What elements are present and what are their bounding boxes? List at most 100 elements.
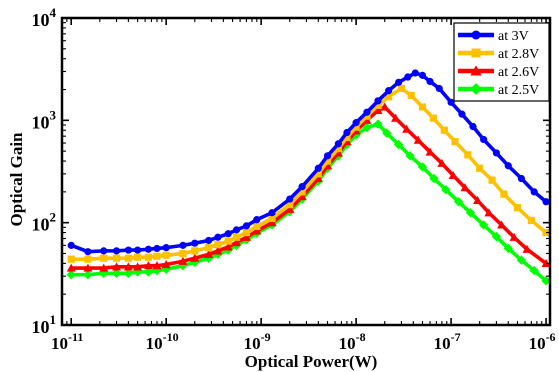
x-tick-exponent: -8 [356,330,366,344]
legend-label: at 2.5V [498,83,539,98]
data-point [516,255,527,265]
data-point [144,253,153,261]
data-point [286,201,294,209]
data-point [313,174,323,183]
data-point [132,267,143,277]
data-point [268,214,276,223]
data-point [417,162,428,172]
data-point [509,232,519,241]
data-point [469,122,477,131]
data-point [179,241,187,249]
data-point [343,128,351,137]
data-point [404,73,412,81]
data-point [143,267,154,277]
data-point [429,173,439,184]
data-point [425,147,435,156]
data-point [143,261,153,270]
y-tick-label: 101 [32,312,57,337]
data-point [363,112,371,120]
x-tick-label: 10-6 [529,330,556,353]
series-at-2_8V [67,84,550,263]
data-point [84,255,92,263]
data-point [435,84,443,93]
data-point [178,260,188,271]
data-point [111,268,122,278]
data-point [517,174,526,183]
data-point [267,218,277,227]
data-point [488,176,496,184]
data-point [362,122,372,133]
y-tick-exponent: 3 [50,107,57,122]
data-point [407,91,415,100]
data-point [286,195,294,203]
data-point [298,188,306,196]
y-tick-label: 103 [32,107,57,132]
data-point [385,93,393,101]
data-point [100,247,108,255]
legend-item: at 3V [458,29,529,44]
x-tick-label: 10-9 [244,330,271,353]
data-point [458,110,466,118]
data-point [253,216,261,224]
data-point [402,124,412,133]
y-tick-exponent: 4 [50,5,57,20]
y-tick-base: 10 [32,112,50,132]
data-point [460,183,470,192]
data-point [314,164,322,172]
legend-item: at 2.8V [458,47,539,62]
data-point [123,262,133,271]
legend-label: at 3V [498,29,529,44]
y-axis-title: Optical Gain [7,132,26,227]
data-point [413,135,423,144]
x-tick-exponent: -7 [451,330,461,344]
data-point [153,244,161,253]
data-point [440,126,448,134]
y-tick-base: 10 [32,215,50,235]
data-point [152,265,162,276]
data-point [204,249,214,258]
data-point [179,249,187,258]
data-point [214,233,222,241]
x-tick-label: 10-11 [51,330,83,353]
data-point [224,230,232,238]
data-point [67,255,75,263]
y-tick-label: 104 [32,5,57,30]
data-point [66,263,76,272]
data-point [253,222,261,230]
data-point [527,216,535,225]
plot-content [66,69,551,286]
legend-swatch-marker [471,48,481,58]
data-point [162,251,170,259]
data-point [232,233,241,241]
data-point [214,241,222,249]
data-point [112,262,122,271]
data-point [297,192,307,201]
data-point [429,114,437,122]
data-point [285,204,295,213]
series-at-3V [67,69,550,256]
data-point [224,237,232,245]
legend-label: at 2.6V [498,65,539,80]
data-point [241,232,251,241]
legend-swatch-marker [471,30,481,40]
data-point [231,238,241,247]
data-point [541,276,551,286]
data-point [133,262,143,271]
data-point [190,253,200,262]
x-tick-exponent: -10 [163,330,179,344]
y-tick-base: 10 [32,317,50,337]
data-point [162,244,170,252]
data-point [268,209,276,217]
data-point [232,226,241,234]
legend-item: at 2.5V [458,83,539,98]
x-tick-label: 10-10 [146,330,179,353]
x-axis-title: Optical Power(W) [245,352,378,371]
data-point [513,204,522,212]
data-point [161,260,171,269]
data-point [476,164,484,172]
data-point [380,102,390,111]
data-point [152,261,162,270]
legend-swatch-marker [470,65,482,76]
data-point [178,256,188,265]
